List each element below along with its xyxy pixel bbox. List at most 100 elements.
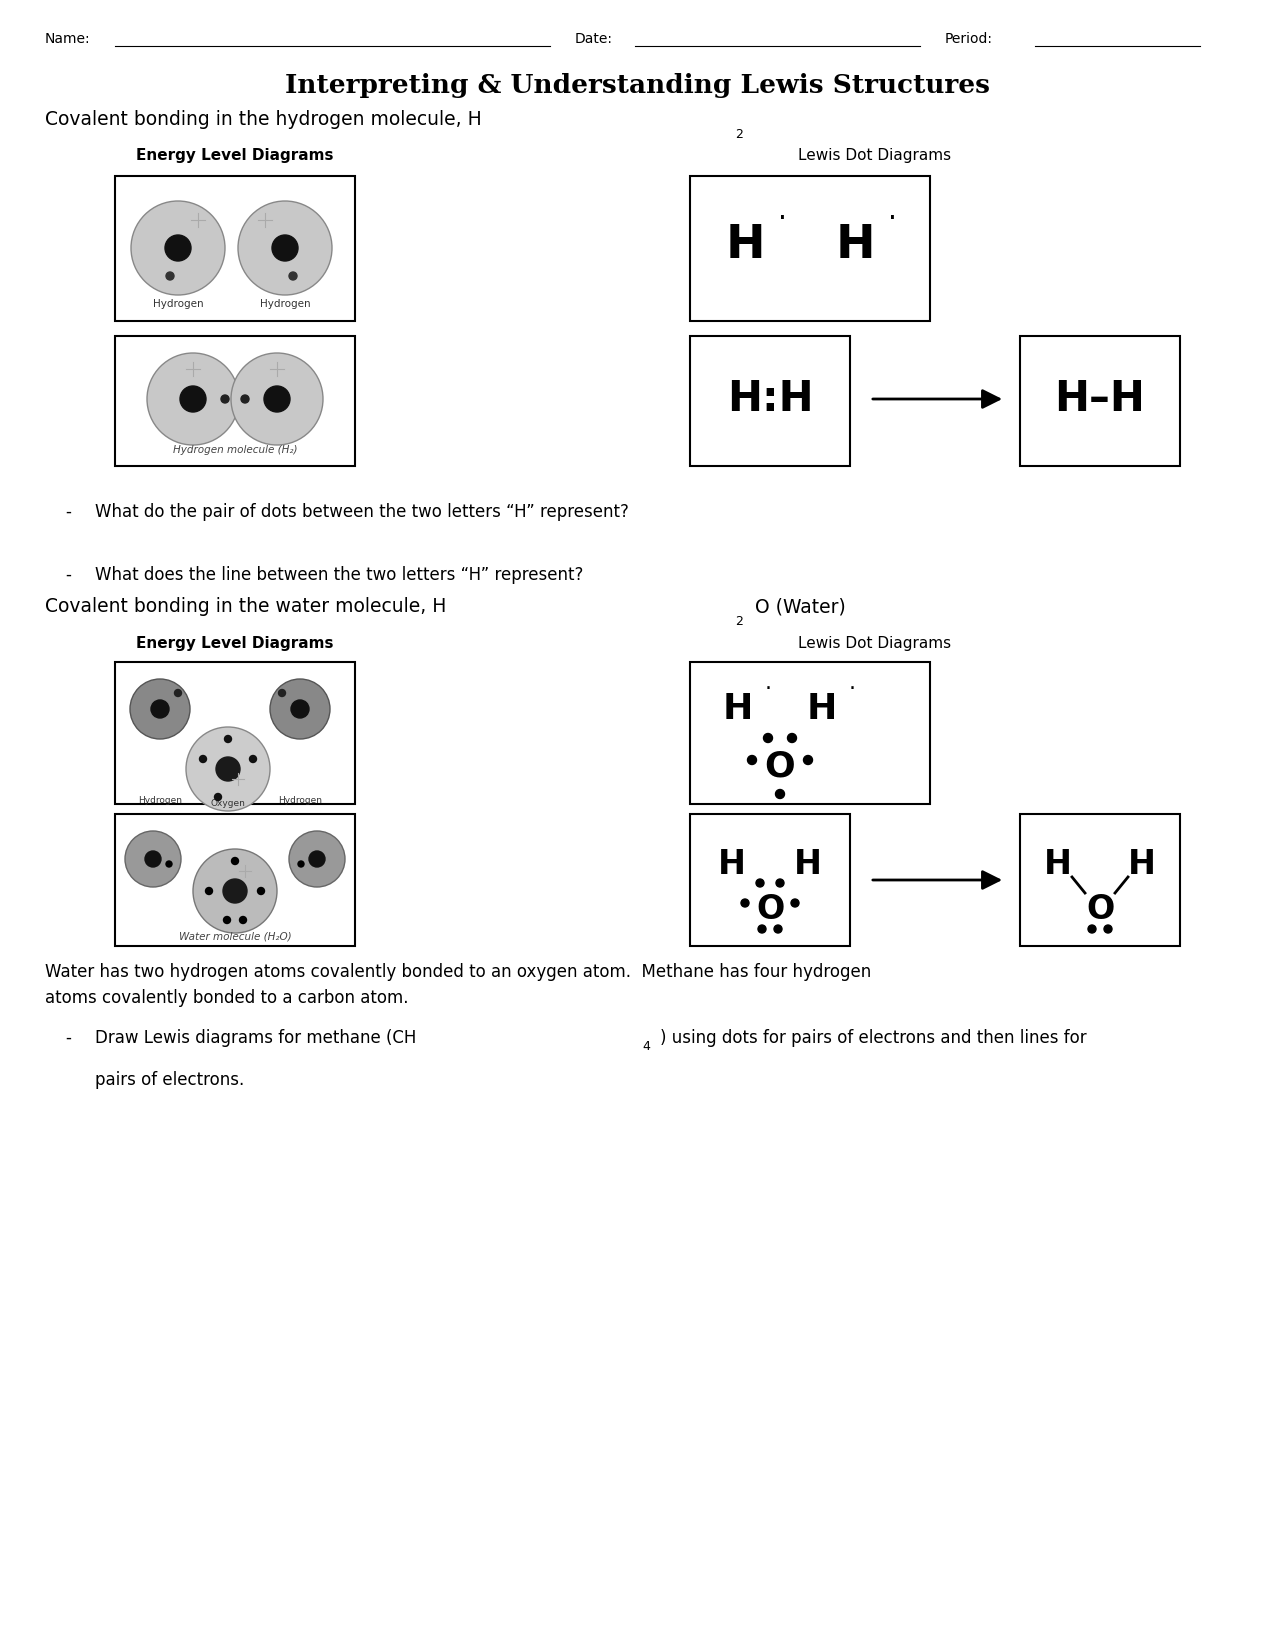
- Text: Covalent bonding in the water molecule, H: Covalent bonding in the water molecule, …: [45, 598, 446, 616]
- Circle shape: [747, 756, 756, 764]
- Text: H: H: [1044, 847, 1072, 880]
- Circle shape: [145, 850, 161, 867]
- Text: Period:: Period:: [945, 31, 993, 46]
- Text: Water molecule (H₂O): Water molecule (H₂O): [179, 931, 291, 941]
- Circle shape: [125, 830, 181, 887]
- Text: 4: 4: [643, 1040, 650, 1053]
- Circle shape: [764, 733, 773, 743]
- Circle shape: [1088, 925, 1096, 933]
- Circle shape: [264, 386, 289, 413]
- Circle shape: [291, 700, 309, 718]
- Text: Energy Level Diagrams: Energy Level Diagrams: [136, 636, 334, 650]
- Text: H: H: [725, 223, 765, 269]
- Circle shape: [1104, 925, 1112, 933]
- Text: -: -: [65, 1029, 71, 1047]
- Text: 2: 2: [734, 616, 743, 627]
- Text: Hydrogen: Hydrogen: [278, 796, 323, 806]
- Circle shape: [186, 726, 270, 811]
- Circle shape: [258, 888, 264, 895]
- Text: ·: ·: [848, 679, 856, 698]
- Circle shape: [289, 272, 297, 281]
- Text: H: H: [807, 692, 838, 726]
- Text: H–H: H–H: [1054, 378, 1145, 419]
- Circle shape: [788, 733, 797, 743]
- Bar: [690, 337, 850, 466]
- Bar: [690, 662, 929, 804]
- Bar: [115, 177, 354, 320]
- Circle shape: [759, 925, 766, 933]
- Circle shape: [175, 690, 181, 697]
- Text: What do the pair of dots between the two letters “H” represent?: What do the pair of dots between the two…: [96, 504, 629, 522]
- Circle shape: [756, 878, 764, 887]
- Circle shape: [790, 900, 799, 906]
- Circle shape: [774, 925, 782, 933]
- Circle shape: [199, 756, 207, 763]
- Circle shape: [214, 794, 222, 801]
- Text: ·: ·: [887, 205, 896, 233]
- Circle shape: [166, 862, 172, 867]
- Circle shape: [775, 789, 784, 799]
- Circle shape: [803, 756, 812, 764]
- Text: Hydrogen molecule (H₂): Hydrogen molecule (H₂): [172, 446, 297, 456]
- Circle shape: [205, 888, 213, 895]
- Circle shape: [232, 857, 238, 865]
- Bar: [115, 337, 354, 466]
- Circle shape: [223, 916, 231, 923]
- Text: 2: 2: [734, 129, 743, 140]
- Text: O: O: [765, 750, 796, 783]
- Circle shape: [131, 201, 224, 296]
- Text: H: H: [835, 223, 875, 269]
- Text: Date:: Date:: [575, 31, 613, 46]
- Circle shape: [776, 878, 784, 887]
- Text: Lewis Dot Diagrams: Lewis Dot Diagrams: [798, 149, 951, 163]
- Text: Hydrogen: Hydrogen: [138, 796, 182, 806]
- Text: Covalent bonding in the hydrogen molecule, H: Covalent bonding in the hydrogen molecul…: [45, 111, 482, 129]
- Circle shape: [130, 679, 190, 740]
- Circle shape: [250, 756, 256, 763]
- Text: H: H: [723, 692, 754, 726]
- Circle shape: [223, 878, 247, 903]
- Text: Oxygen: Oxygen: [210, 799, 245, 807]
- Bar: [115, 662, 354, 804]
- Text: Name:: Name:: [45, 31, 91, 46]
- Text: H:H: H:H: [727, 378, 813, 419]
- Circle shape: [147, 353, 238, 446]
- Text: Water has two hydrogen atoms covalently bonded to an oxygen atom.  Methane has f: Water has two hydrogen atoms covalently …: [45, 963, 871, 1007]
- Bar: [1020, 337, 1179, 466]
- Circle shape: [289, 830, 346, 887]
- Text: H: H: [794, 847, 822, 880]
- Circle shape: [298, 862, 303, 867]
- Text: -: -: [65, 566, 71, 584]
- Bar: [115, 814, 354, 946]
- Circle shape: [278, 690, 286, 697]
- Bar: [690, 814, 850, 946]
- Text: O: O: [1086, 893, 1114, 926]
- Text: Lewis Dot Diagrams: Lewis Dot Diagrams: [798, 636, 951, 650]
- Text: H: H: [1128, 847, 1156, 880]
- Circle shape: [180, 386, 207, 413]
- Circle shape: [221, 395, 230, 403]
- Text: ·: ·: [765, 679, 771, 698]
- Text: Hydrogen: Hydrogen: [260, 299, 310, 309]
- Text: Draw Lewis diagrams for methane (CH: Draw Lewis diagrams for methane (CH: [96, 1029, 417, 1047]
- Text: Hydrogen: Hydrogen: [153, 299, 203, 309]
- Circle shape: [270, 679, 330, 740]
- Circle shape: [224, 735, 232, 743]
- Circle shape: [309, 850, 325, 867]
- Text: -: -: [65, 504, 71, 522]
- Circle shape: [272, 234, 298, 261]
- Text: ) using dots for pairs of electrons and then lines for: ) using dots for pairs of electrons and …: [660, 1029, 1086, 1047]
- Text: Energy Level Diagrams: Energy Level Diagrams: [136, 149, 334, 163]
- Circle shape: [166, 272, 173, 281]
- Circle shape: [231, 353, 323, 446]
- Text: H: H: [718, 847, 746, 880]
- Text: O (Water): O (Water): [755, 598, 845, 616]
- Circle shape: [241, 395, 249, 403]
- Text: Interpreting & Understanding Lewis Structures: Interpreting & Understanding Lewis Struc…: [286, 74, 989, 99]
- Circle shape: [238, 201, 332, 296]
- Circle shape: [741, 900, 748, 906]
- Text: O: O: [756, 893, 784, 926]
- Bar: [1020, 814, 1179, 946]
- Circle shape: [193, 849, 277, 933]
- Text: pairs of electrons.: pairs of electrons.: [96, 1071, 245, 1090]
